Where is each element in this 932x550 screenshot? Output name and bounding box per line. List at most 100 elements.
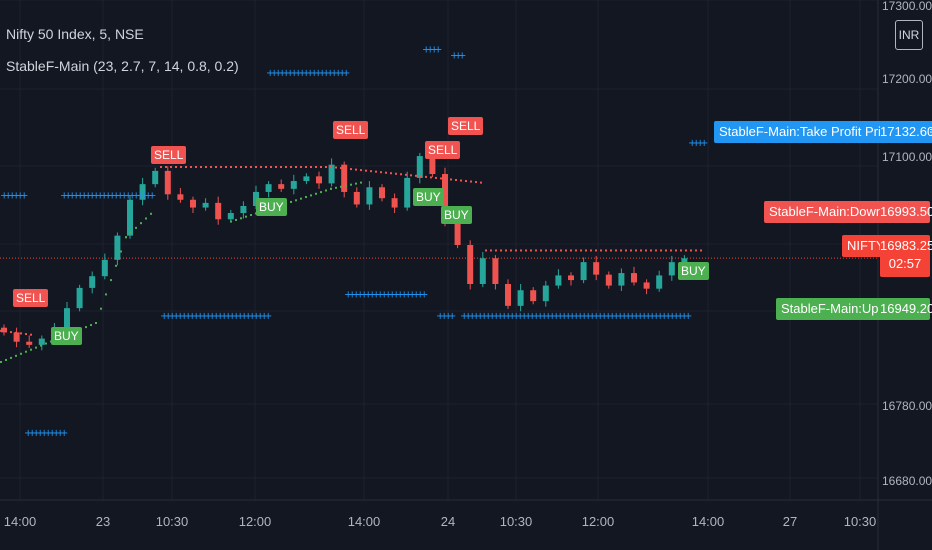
down-trend-dot — [515, 249, 517, 252]
take-profit-marker: + — [68, 190, 76, 201]
take-profit-marker: + — [588, 311, 596, 322]
take-profit-marker: + — [380, 289, 388, 300]
down-trend-dot — [615, 249, 617, 252]
candle-body — [366, 187, 373, 205]
take-profit-marker: + — [584, 311, 592, 322]
down-trend-dot — [530, 249, 532, 252]
take-profit-marker: + — [368, 289, 376, 300]
down-trend-dot — [270, 166, 272, 168]
take-profit-marker: + — [264, 311, 272, 322]
take-profit-marker: + — [240, 311, 248, 322]
down-trend-dot — [265, 166, 267, 168]
down-trend-dot — [180, 166, 182, 168]
take-profit-marker: + — [372, 289, 380, 300]
up-trend-dot — [315, 192, 317, 195]
take-profit-marker: + — [508, 311, 516, 322]
down-trend-dot — [240, 166, 242, 168]
take-profit-marker: + — [16, 190, 24, 201]
take-profit-marker: + — [310, 68, 318, 79]
take-profit-marker: + — [488, 311, 496, 322]
down-trend-dot — [295, 166, 297, 168]
take-profit-marker: + — [444, 311, 452, 322]
take-profit-marker: + — [88, 190, 96, 201]
up-trend-dot — [300, 197, 302, 200]
currency-badge[interactable]: INR — [895, 20, 923, 50]
take-profit-marker: + — [96, 190, 104, 201]
take-profit-marker: + — [274, 68, 282, 79]
take-profit-marker: + — [196, 311, 204, 322]
down-trend-dot — [430, 176, 432, 179]
take-profit-marker: + — [12, 190, 20, 201]
candle-body — [631, 273, 637, 283]
take-profit-marker: + — [516, 311, 524, 322]
candle-body — [530, 290, 537, 302]
take-profit-price-tag: 17132.60 — [880, 121, 932, 143]
down-trend-dot — [300, 166, 302, 168]
take-profit-marker: + — [400, 289, 408, 300]
take-profit-marker: + — [298, 68, 306, 79]
take-profit-marker: + — [228, 311, 236, 322]
down-trend-dot — [650, 249, 652, 252]
take-profit-marker: + — [476, 311, 484, 322]
take-profit-marker: + — [392, 289, 400, 300]
buy-signal-4: BUY — [441, 206, 472, 224]
take-profit-marker: + — [220, 311, 228, 322]
up-trend-dot — [230, 220, 232, 223]
take-profit-marker: + — [422, 44, 430, 55]
down-trend-dot — [600, 249, 602, 252]
take-profit-marker: + — [700, 138, 708, 149]
up-trend-dot — [360, 181, 362, 184]
candle-body — [227, 213, 234, 220]
candle-body — [26, 341, 33, 345]
take-profit-marker: + — [352, 289, 360, 300]
take-profit-marker: + — [48, 428, 56, 439]
take-profit-marker: + — [282, 68, 290, 79]
candle-body — [1, 327, 7, 333]
take-profit-marker: + — [430, 44, 438, 55]
down-trend-dot — [320, 166, 322, 168]
indicator-legend[interactable]: StableF-Main (23, 2.7, 7, 14, 0.8, 0.2) — [6, 58, 239, 74]
sell-signal-1: SELL — [13, 289, 49, 307]
down-trend-dot — [245, 166, 247, 168]
candle-body — [303, 176, 310, 182]
take-profit-marker: + — [168, 311, 176, 322]
take-profit-marker: + — [144, 190, 152, 201]
down-trend-dot — [665, 249, 667, 252]
down-trend-dot — [645, 249, 647, 252]
up-trend-dot — [35, 346, 37, 349]
down-trend-dot — [205, 166, 207, 168]
down-trend-dot — [350, 168, 352, 171]
candle-body — [278, 184, 285, 189]
take-profit-marker: + — [544, 311, 552, 322]
down-trend-dot — [260, 166, 262, 168]
take-profit-marker: + — [468, 311, 476, 322]
take-profit-marker: + — [204, 311, 212, 322]
candle-body — [668, 262, 675, 276]
take-profit-marker: + — [680, 311, 688, 322]
down-trend-dot — [0, 329, 2, 332]
take-profit-marker: + — [460, 311, 468, 322]
take-profit-marker: + — [564, 311, 572, 322]
candle-body — [467, 245, 474, 284]
take-profit-marker: + — [334, 68, 342, 79]
take-profit-marker: + — [148, 190, 156, 201]
take-profit-marker: + — [540, 311, 548, 322]
down-trend-dot — [455, 179, 457, 181]
buy-signal-5: BUY — [678, 262, 709, 280]
take-profit-marker: + — [184, 311, 192, 322]
take-profit-marker: + — [212, 311, 220, 322]
candle-body — [328, 164, 335, 184]
take-profit-marker: + — [440, 311, 448, 322]
up-trend-dot — [295, 199, 297, 202]
symbol-legend[interactable]: Nifty 50 Index, 5, NSE — [6, 26, 144, 42]
down-trend-dot — [630, 249, 632, 252]
take-profit-marker: + — [652, 311, 660, 322]
down-trend-dot — [420, 175, 422, 178]
down-trend-dot — [185, 166, 187, 168]
candle-body — [542, 285, 549, 302]
down-trend-dot — [440, 177, 442, 180]
up-trend-dot — [85, 326, 87, 329]
candle-body — [479, 258, 486, 284]
down-trend-dot — [250, 166, 252, 168]
